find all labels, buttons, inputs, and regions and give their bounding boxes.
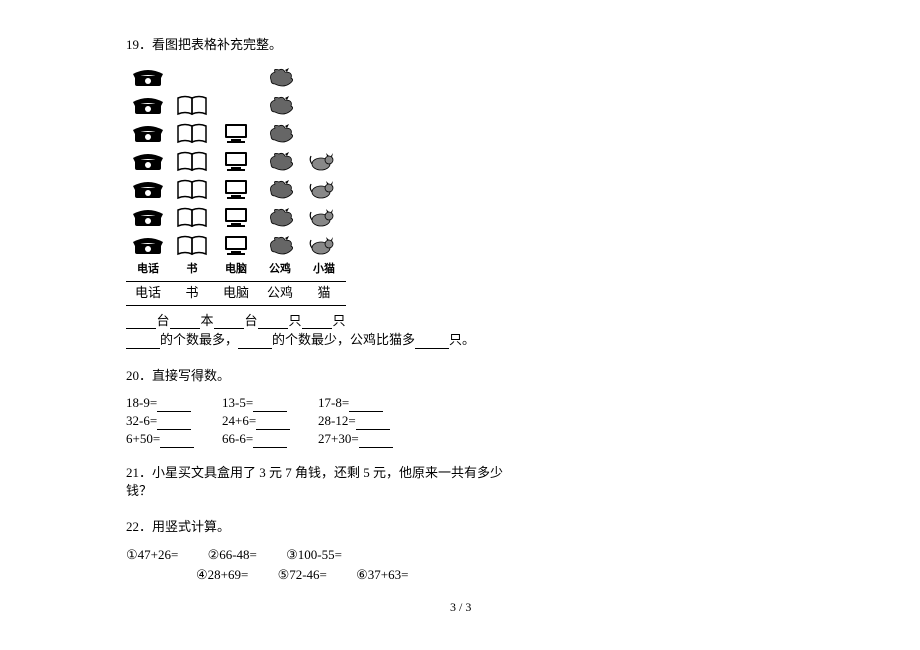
divider xyxy=(126,305,346,306)
blank[interactable] xyxy=(253,397,287,412)
math-expr: 66-6= xyxy=(222,430,318,448)
blank[interactable] xyxy=(415,334,449,349)
grid-cell xyxy=(126,119,170,147)
grid-cell xyxy=(258,231,302,259)
blank[interactable] xyxy=(238,334,272,349)
grid-cell xyxy=(258,91,302,119)
q19-cn-labels: 电话 书 电脑 公鸡 猫 xyxy=(126,282,346,301)
blank[interactable] xyxy=(126,314,156,329)
grid-cell xyxy=(258,63,302,91)
page-number: 3 / 3 xyxy=(450,600,471,615)
item: ①47+26= xyxy=(126,547,178,562)
grid-cell xyxy=(126,91,170,119)
icon-col-label: 公鸡 xyxy=(258,259,302,277)
grid-cell xyxy=(170,175,214,203)
grid-cell xyxy=(170,231,214,259)
text: 的个数最少，公鸡比猫多 xyxy=(272,332,415,347)
item: ③100-55= xyxy=(286,547,342,562)
unit: 只 xyxy=(288,313,301,328)
icon-col-label: 小猫 xyxy=(302,259,346,277)
grid-cell xyxy=(258,147,302,175)
grid-cell xyxy=(214,231,258,259)
text: 只。 xyxy=(449,332,475,347)
math-expr: 6+50= xyxy=(126,430,222,448)
grid-cell xyxy=(170,147,214,175)
item: ⑤72-46= xyxy=(278,567,327,582)
grid-cell xyxy=(302,63,346,91)
grid-cell xyxy=(170,91,214,119)
grid-cell xyxy=(214,91,258,119)
text: 的个数最多， xyxy=(160,332,238,347)
q19-icon-grid: 电话书电脑公鸡小猫 xyxy=(126,63,346,282)
math-expr: 17-8= xyxy=(318,394,414,412)
grid-cell xyxy=(258,119,302,147)
q22-title: 22．用竖式计算。 xyxy=(126,516,526,535)
q21-title: 21．小星买文具盒用了 3 元 7 角钱，还剩 5 元，他原来一共有多少钱？ xyxy=(126,464,526,500)
q19-sentence: 的个数最多， 的个数最少，公鸡比猫多 只。 xyxy=(126,331,526,349)
math-expr: 27+30= xyxy=(318,430,414,448)
blank[interactable] xyxy=(356,415,390,430)
q22-line1: ①47+26= ②66-48= ③100-55= xyxy=(126,545,526,565)
math-expr: 18-9= xyxy=(126,394,222,412)
cn-label: 猫 xyxy=(302,282,346,301)
grid-cell xyxy=(302,175,346,203)
grid-cell xyxy=(302,147,346,175)
blank[interactable] xyxy=(157,397,191,412)
unit: 只 xyxy=(332,313,345,328)
blank[interactable] xyxy=(302,314,332,329)
grid-cell xyxy=(214,175,258,203)
cn-label: 电脑 xyxy=(214,282,258,301)
math-expr: 28-12= xyxy=(318,412,414,430)
grid-cell xyxy=(170,203,214,231)
cn-label: 书 xyxy=(170,282,214,301)
item: ⑥37+63= xyxy=(356,567,408,582)
grid-cell xyxy=(302,91,346,119)
grid-cell xyxy=(170,63,214,91)
grid-cell xyxy=(214,63,258,91)
grid-cell xyxy=(302,231,346,259)
icon-col-label: 电脑 xyxy=(214,259,258,277)
blank[interactable] xyxy=(349,397,383,412)
item: ④28+69= xyxy=(196,567,248,582)
unit: 本 xyxy=(200,313,213,328)
grid-cell xyxy=(214,203,258,231)
blank[interactable] xyxy=(256,415,290,430)
grid-cell xyxy=(302,119,346,147)
blank[interactable] xyxy=(214,314,244,329)
grid-cell xyxy=(126,63,170,91)
cn-label: 电话 xyxy=(126,282,170,301)
blank[interactable] xyxy=(160,433,194,448)
blank[interactable] xyxy=(253,433,287,448)
grid-cell xyxy=(126,231,170,259)
math-expr: 24+6= xyxy=(222,412,318,430)
grid-cell xyxy=(126,147,170,175)
grid-cell xyxy=(170,119,214,147)
grid-cell xyxy=(258,203,302,231)
grid-cell xyxy=(214,147,258,175)
grid-cell xyxy=(126,203,170,231)
grid-cell xyxy=(214,119,258,147)
blank[interactable] xyxy=(157,415,191,430)
unit: 台 xyxy=(244,313,257,328)
q22-line2: ④28+69= ⑤72-46= ⑥37+63= xyxy=(126,565,526,585)
icon-col-label: 电话 xyxy=(126,259,170,277)
blank[interactable] xyxy=(126,334,160,349)
blank[interactable] xyxy=(359,433,393,448)
icon-col-label: 书 xyxy=(170,259,214,277)
q20-title: 20．直接写得数。 xyxy=(126,365,526,384)
blank[interactable] xyxy=(258,314,288,329)
cn-label: 公鸡 xyxy=(258,282,302,301)
unit: 台 xyxy=(156,313,169,328)
q19-title: 19．看图把表格补充完整。 xyxy=(126,34,526,53)
q19-unit-row: 台 本 台 只 只 xyxy=(126,310,386,329)
blank[interactable] xyxy=(170,314,200,329)
math-expr: 13-5= xyxy=(222,394,318,412)
grid-cell xyxy=(302,203,346,231)
grid-cell xyxy=(126,175,170,203)
q20-grid: 18-9=13-5=17-8= 32-6=24+6=28-12= 6+50=66-6… xyxy=(126,394,526,448)
math-expr: 32-6= xyxy=(126,412,222,430)
grid-cell xyxy=(258,175,302,203)
item: ②66-48= xyxy=(208,547,257,562)
